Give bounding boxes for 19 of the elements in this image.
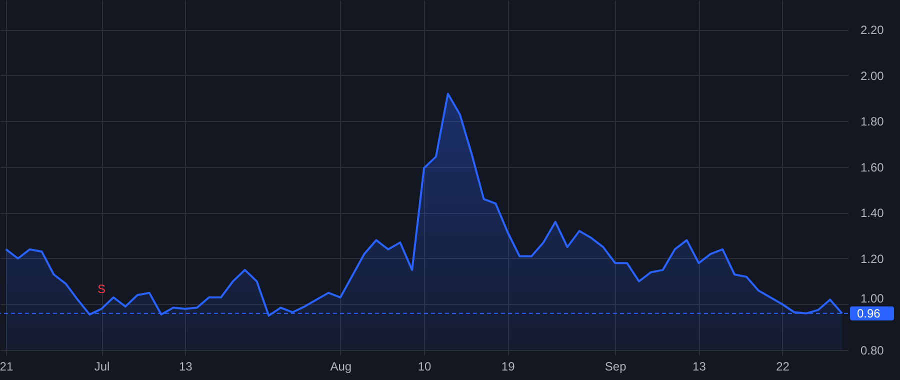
x-tick-label: Sep bbox=[604, 360, 627, 374]
x-tick-label: 19 bbox=[501, 360, 516, 374]
y-tick-label: 1.20 bbox=[860, 252, 884, 266]
x-tick-label: Jul bbox=[94, 360, 110, 374]
x-tick-label: Aug bbox=[330, 360, 352, 374]
ref-line-label: 0.96 bbox=[857, 306, 881, 320]
y-tick-label: 2.20 bbox=[860, 23, 884, 38]
x-tick-label: 21 bbox=[0, 360, 14, 374]
y-tick-label: 1.40 bbox=[860, 206, 884, 220]
annotation: S bbox=[98, 282, 106, 296]
x-tick-label: 13 bbox=[178, 360, 193, 374]
y-tick-label: 2.00 bbox=[860, 68, 884, 83]
y-tick-label: 0.80 bbox=[860, 344, 884, 358]
y-tick-label: 1.00 bbox=[860, 292, 884, 306]
y-tick-label: 1.60 bbox=[860, 160, 884, 174]
x-tick-label: 10 bbox=[418, 360, 432, 374]
y-tick-label: 1.80 bbox=[860, 114, 884, 129]
x-tick-label: 22 bbox=[776, 360, 790, 374]
x-tick-label: 13 bbox=[692, 360, 706, 374]
